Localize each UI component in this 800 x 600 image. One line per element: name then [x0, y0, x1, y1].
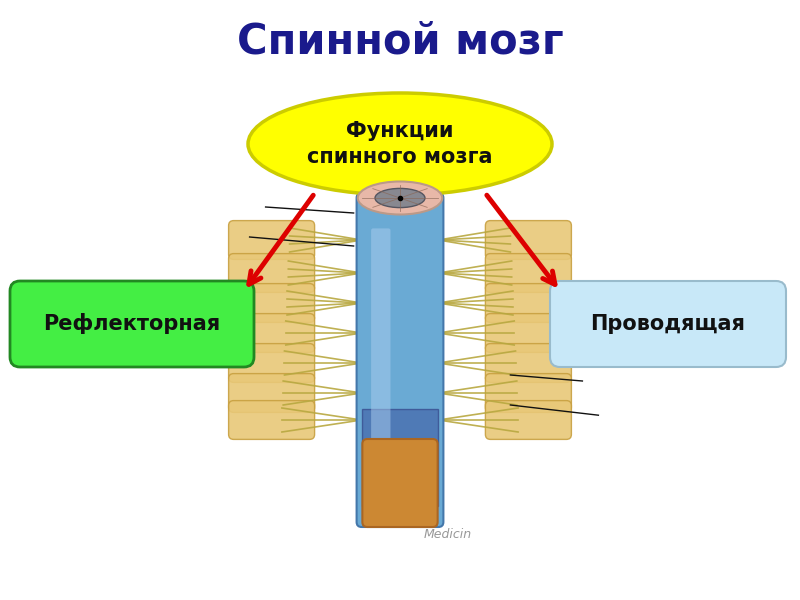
Ellipse shape [248, 93, 552, 195]
FancyBboxPatch shape [362, 439, 438, 527]
Ellipse shape [358, 181, 442, 214]
FancyBboxPatch shape [486, 374, 571, 412]
FancyBboxPatch shape [229, 284, 314, 322]
Text: Функции
спинного мозга: Функции спинного мозга [307, 121, 493, 167]
FancyBboxPatch shape [486, 344, 571, 382]
FancyBboxPatch shape [486, 284, 571, 322]
FancyBboxPatch shape [371, 229, 390, 508]
FancyBboxPatch shape [486, 401, 571, 439]
Text: Проводящая: Проводящая [590, 314, 746, 334]
FancyBboxPatch shape [486, 314, 571, 352]
Text: Спинной мозг: Спинной мозг [237, 21, 563, 63]
FancyBboxPatch shape [486, 221, 571, 259]
FancyBboxPatch shape [229, 254, 314, 292]
FancyBboxPatch shape [486, 254, 571, 292]
FancyBboxPatch shape [229, 374, 314, 412]
Text: Рефлекторная: Рефлекторная [43, 313, 221, 335]
FancyBboxPatch shape [229, 344, 314, 382]
FancyBboxPatch shape [10, 281, 254, 367]
FancyBboxPatch shape [229, 221, 314, 259]
FancyBboxPatch shape [362, 409, 438, 506]
Ellipse shape [375, 188, 425, 208]
FancyBboxPatch shape [550, 281, 786, 367]
FancyBboxPatch shape [229, 401, 314, 439]
FancyBboxPatch shape [229, 314, 314, 352]
Text: Medicin: Medicin [424, 528, 472, 541]
FancyBboxPatch shape [357, 193, 443, 527]
